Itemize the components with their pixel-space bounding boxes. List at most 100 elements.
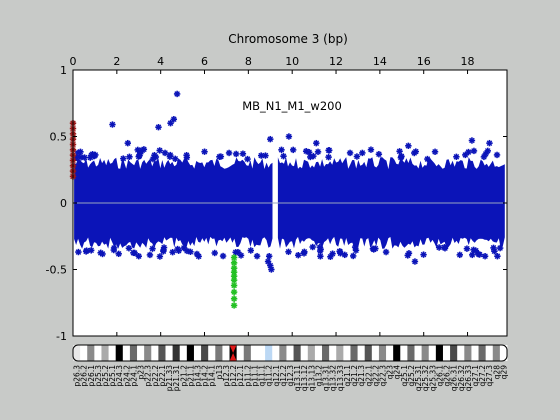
y-tick-label: 1	[60, 64, 67, 77]
chromosome-ideogram: p26.3p26.2p26.1p25.3p25.2p25.1p24.3p24.2…	[72, 344, 508, 391]
outlier-point	[481, 253, 489, 260]
data-point	[295, 252, 302, 259]
ideogram-band-label: p25.2	[101, 365, 110, 387]
data-point	[491, 247, 498, 255]
data-point	[494, 252, 501, 260]
ideogram-band-label: q13.32	[329, 365, 338, 391]
ideogram-band-label: p26.3	[73, 365, 82, 387]
ideogram-band	[80, 345, 88, 361]
outlier-point	[265, 253, 273, 260]
ideogram-band	[400, 345, 408, 361]
ideogram-band	[265, 345, 273, 361]
ideogram-band	[222, 345, 230, 361]
ideogram-band	[499, 345, 508, 361]
ideogram-band-label: p11.1	[250, 365, 259, 387]
data-point	[396, 148, 403, 155]
outlier-point	[173, 90, 181, 98]
ideogram-band-label: q26.1	[435, 365, 444, 387]
ideogram-band-label: q29	[499, 365, 508, 380]
data-point	[351, 243, 359, 251]
outlier-point	[285, 133, 293, 140]
data-point	[83, 247, 90, 254]
ideogram-band-label: q12.1	[272, 365, 281, 387]
data-point	[120, 155, 127, 162]
data-point	[456, 251, 463, 259]
ideogram-band-label: p22.2	[151, 365, 160, 387]
ideogram-band-label: p23	[137, 365, 146, 380]
ideogram-band	[73, 345, 81, 361]
ideogram-band-label: q27.3	[485, 365, 494, 387]
data-point	[125, 245, 133, 252]
data-point	[172, 155, 179, 163]
ideogram-band	[386, 345, 394, 361]
ideogram-band-label: q13.13	[307, 365, 316, 391]
y-tick-label: -0.5	[46, 264, 67, 277]
ideogram-band	[108, 345, 117, 361]
data-point	[463, 245, 471, 252]
ideogram-band	[414, 345, 423, 361]
ideogram-band	[329, 345, 337, 361]
ideogram-band-label: q26.2	[443, 365, 452, 387]
data-point	[140, 146, 148, 153]
ideogram-band	[151, 345, 159, 361]
outlier-point	[486, 139, 493, 147]
outlier-point	[264, 258, 272, 265]
ideogram-band-label: q25.1	[400, 365, 409, 387]
data-point	[211, 249, 218, 257]
ideogram-band	[485, 345, 494, 361]
ideogram-band-label: q27.1	[471, 365, 480, 387]
ideogram-band	[371, 345, 380, 361]
x-tick-label: 14	[373, 55, 387, 68]
data-point	[166, 153, 174, 160]
ideogram-band-label: q26.31	[450, 365, 459, 391]
data-point	[431, 148, 439, 155]
data-point	[115, 250, 122, 258]
outlier-point	[155, 123, 162, 131]
ideogram-band	[257, 345, 266, 361]
data-point	[130, 249, 137, 257]
x-tick-label: 6	[201, 55, 208, 68]
ideogram-band	[122, 345, 131, 361]
x-tick-label: 12	[329, 55, 343, 68]
data-point	[465, 148, 472, 156]
data-point	[285, 248, 292, 256]
data-point	[174, 245, 181, 253]
ideogram-band	[201, 345, 209, 361]
ideogram-band-label: p22.1	[158, 365, 167, 387]
ideogram-band	[457, 345, 465, 361]
outlier-point	[341, 251, 348, 259]
data-point	[327, 253, 334, 260]
data-point	[253, 252, 261, 260]
highlight-point-2	[230, 295, 238, 302]
highlight-point-2	[230, 288, 238, 296]
ideogram-band	[464, 345, 472, 361]
ideogram-band	[193, 345, 202, 361]
ideogram-band-label: q12.3	[286, 365, 295, 387]
outlier-point	[170, 116, 178, 123]
data-point	[280, 152, 287, 160]
data-point	[353, 153, 361, 160]
ideogram-band	[101, 345, 109, 361]
data-point	[336, 248, 344, 255]
ideogram-band-label: p26.2	[80, 365, 89, 387]
data-point	[75, 248, 82, 256]
data-point	[453, 153, 460, 161]
ideogram-band	[115, 345, 124, 361]
ideogram-band-label: q28	[492, 365, 501, 380]
data-point	[193, 250, 201, 258]
ideogram-band	[94, 345, 102, 361]
data-point	[349, 252, 357, 260]
ideogram-band	[279, 345, 287, 361]
ideogram-band-label: q25.2	[407, 365, 416, 387]
ideogram-band-label: p11.2	[243, 365, 252, 387]
data-point	[134, 146, 141, 154]
data-point	[325, 153, 332, 161]
ideogram-band	[421, 345, 430, 361]
ideogram-band-label: p21.1	[186, 365, 195, 387]
data-point	[156, 147, 163, 154]
ideogram-band-label: q13.11	[293, 365, 302, 391]
data-point	[257, 152, 265, 159]
outlier-point	[405, 142, 412, 150]
ideogram-band-label: q11.2	[265, 365, 274, 387]
ideogram-band-label: q22.3	[378, 365, 387, 387]
